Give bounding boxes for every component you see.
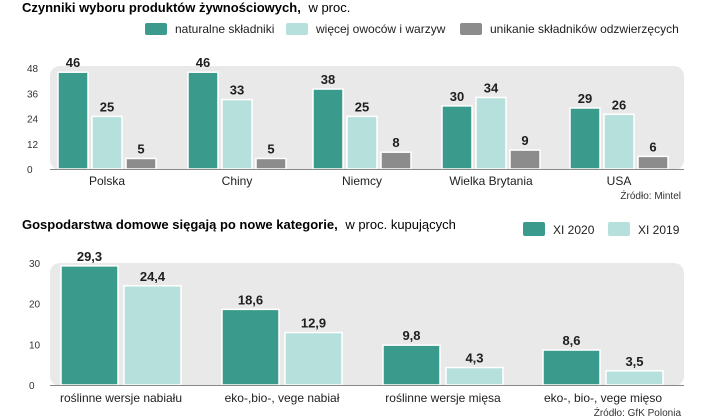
bar (509, 149, 541, 170)
legend-label: unikanie składników odzwierzęcych (490, 22, 679, 36)
category-label: eko-, bio-, vege mięso (544, 391, 662, 405)
bar (380, 151, 412, 170)
y-tick-label: 12 (27, 140, 39, 151)
data-label: 25 (355, 99, 369, 114)
bar (382, 344, 441, 386)
y-tick-label: 0 (27, 165, 33, 176)
data-label: 8 (392, 135, 399, 150)
data-label: 25 (100, 99, 114, 114)
data-label: 12,9 (301, 316, 326, 331)
data-label: 46 (66, 55, 80, 70)
legend-label: XI 2020 (553, 223, 595, 237)
chart2-subtitle: w proc. kupujących (344, 217, 456, 232)
bar (441, 105, 473, 170)
bar (605, 370, 664, 386)
chart1-legend: naturalne składniki więcej owoców i warzy… (145, 22, 679, 36)
chart2-source: Źródło: GfK Polonia (594, 406, 682, 419)
category-label: USA (607, 174, 632, 188)
data-label: 8,6 (562, 333, 580, 348)
bar (637, 155, 669, 170)
data-label: 5 (267, 141, 274, 156)
bar (123, 285, 182, 386)
bar (346, 115, 378, 170)
data-label: 38 (321, 72, 335, 87)
bar (221, 308, 280, 386)
bar (569, 107, 601, 170)
bar (603, 113, 635, 170)
legend-swatch (460, 23, 482, 35)
bar (312, 88, 344, 170)
category-label: Chiny (222, 174, 253, 188)
legend-swatch (523, 222, 545, 236)
data-label: 6 (649, 139, 656, 154)
data-label: 3,5 (625, 354, 643, 369)
category-label: Niemcy (342, 174, 382, 188)
bar (57, 71, 89, 170)
data-label: 9,8 (402, 328, 420, 343)
data-label: 33 (230, 83, 244, 98)
category-label: Polska (89, 174, 125, 188)
chart1-bars: 46 25 5 46 33 5 38 25 8 30 34 9 29 26 6 (57, 55, 669, 170)
y-tick-label: 20 (29, 300, 41, 311)
bar (284, 331, 343, 386)
chart2-x-axis: roślinne wersje nabiału eko-,bio-, vege n… (50, 385, 684, 405)
bar (91, 115, 123, 170)
category-label: eko-,bio-, vege nabiał (225, 391, 340, 405)
data-label: 5 (137, 141, 144, 156)
data-label: 18,6 (238, 292, 263, 307)
data-label: 29,3 (77, 249, 102, 264)
bar (542, 349, 601, 386)
y-tick-label: 36 (27, 89, 39, 100)
chart1-title: Czynniki wyboru produktów żywnościowych, (22, 0, 301, 15)
legend-swatch (286, 23, 308, 35)
data-label: 24,4 (140, 269, 166, 284)
chart2-legend: XI 2020 XI 2019 (523, 222, 680, 237)
data-label: 30 (450, 89, 464, 104)
bar (445, 366, 504, 386)
category-label: roślinne wersje mięsa (385, 391, 501, 405)
y-tick-label: 24 (27, 115, 39, 126)
legend-label: więcej owoców i warzyw (315, 22, 446, 36)
bar (475, 96, 507, 170)
chart1-y-axis: 48 36 24 12 0 (27, 64, 39, 176)
data-label: 9 (521, 133, 528, 148)
bar (125, 157, 157, 170)
data-label: 34 (484, 80, 499, 95)
chart2-y-axis: 30 20 10 0 (29, 259, 41, 392)
data-label: 4,3 (465, 351, 483, 366)
category-label: Wielka Brytania (449, 174, 533, 188)
chart1-x-axis: Polska Chiny Niemcy Wielka Brytania USA (50, 169, 684, 188)
data-label: 26 (612, 97, 626, 112)
data-label: 29 (578, 91, 592, 106)
bar (60, 265, 119, 386)
legend-label: naturalne składniki (175, 22, 274, 36)
chart2-title-line: Gospodarstwa domowe sięgają po nowe kate… (22, 217, 456, 232)
chart2-plot-panel (50, 263, 684, 386)
chart1-title-line: Czynniki wyboru produktów żywnościowych,… (22, 0, 350, 15)
bar (187, 71, 219, 170)
chart2-title: Gospodarstwa domowe sięgają po nowe kate… (22, 217, 338, 232)
y-tick-label: 48 (27, 64, 39, 75)
y-tick-label: 0 (29, 381, 35, 392)
category-label: roślinne wersje nabiału (60, 391, 182, 405)
legend-swatch (608, 222, 630, 236)
legend-label: XI 2019 (638, 223, 680, 237)
chart1-source: Źródło: Mintel (620, 189, 681, 202)
chart1-subtitle: w proc. (307, 0, 350, 15)
bar (221, 98, 253, 170)
bar (255, 157, 287, 170)
y-tick-label: 10 (29, 340, 41, 351)
y-tick-label: 30 (29, 259, 41, 270)
data-label: 46 (196, 55, 210, 70)
chart2-bars: 29,3 24,4 18,6 12,9 9,8 4,3 8,6 3,5 (60, 249, 664, 386)
legend-swatch (145, 23, 167, 35)
